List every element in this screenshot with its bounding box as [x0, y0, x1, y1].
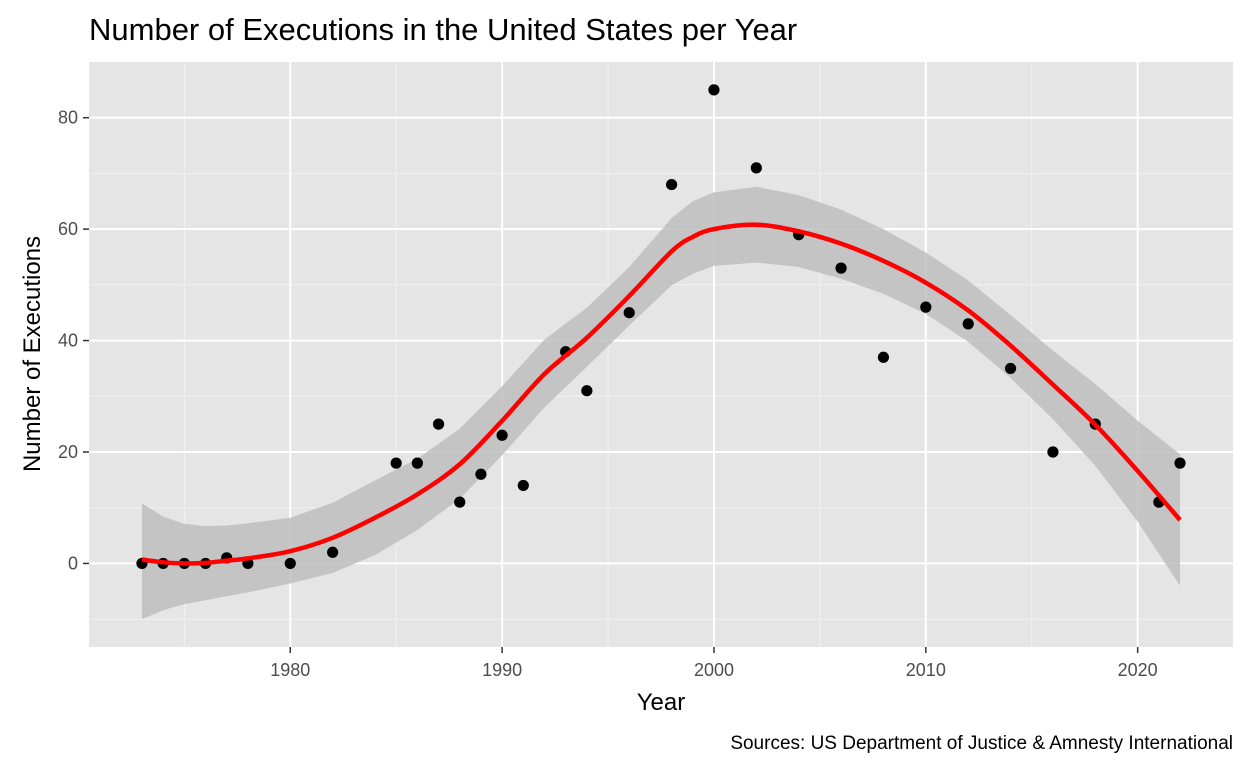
- x-axis-title: Year: [637, 689, 686, 716]
- y-tick-label: 60: [58, 219, 78, 239]
- data-point: [581, 385, 593, 397]
- y-tick-label: 80: [58, 108, 78, 128]
- data-point: [454, 496, 466, 508]
- data-point: [327, 546, 339, 558]
- data-point: [1174, 457, 1186, 469]
- data-point: [665, 178, 678, 191]
- data-point: [750, 162, 762, 174]
- x-axis: 1980 1990 2000 2010 2020: [270, 647, 1158, 680]
- y-tick-label: 20: [58, 442, 78, 462]
- confidence-band: [141, 186, 1181, 620]
- data-point: [708, 84, 720, 96]
- data-point: [432, 418, 445, 430]
- y-axis-title: Number of Executions: [19, 236, 46, 472]
- x-tick-label: 1980: [270, 660, 310, 680]
- data-point: [835, 262, 847, 274]
- source-caption: Sources: US Department of Justice & Amne…: [730, 733, 1233, 754]
- data-point: [962, 318, 974, 330]
- data-point: [496, 429, 508, 441]
- chart-title: Number of Executions in the United State…: [89, 12, 797, 47]
- x-tick-label: 2010: [906, 660, 946, 680]
- data-point: [390, 457, 402, 469]
- x-tick-label: 1990: [482, 660, 522, 680]
- data-point: [1047, 446, 1059, 458]
- data-point: [623, 307, 635, 319]
- data-point: [920, 301, 932, 313]
- data-point: [877, 351, 890, 363]
- data-point: [475, 468, 487, 480]
- y-tick-label: 0: [68, 553, 78, 573]
- x-tick-label: 2020: [1118, 660, 1158, 680]
- confidence-band-layer: [141, 186, 1181, 620]
- x-tick-label: 2000: [694, 660, 734, 680]
- y-tick-label: 40: [58, 331, 78, 351]
- data-point: [284, 557, 296, 570]
- y-axis: 0 20 40 60 80: [58, 108, 89, 573]
- smooth-trend-line: [141, 222, 1182, 566]
- data-point: [517, 479, 529, 492]
- data-point: [1004, 362, 1017, 375]
- smooth-line-layer: [141, 222, 1182, 566]
- data-point: [411, 457, 423, 469]
